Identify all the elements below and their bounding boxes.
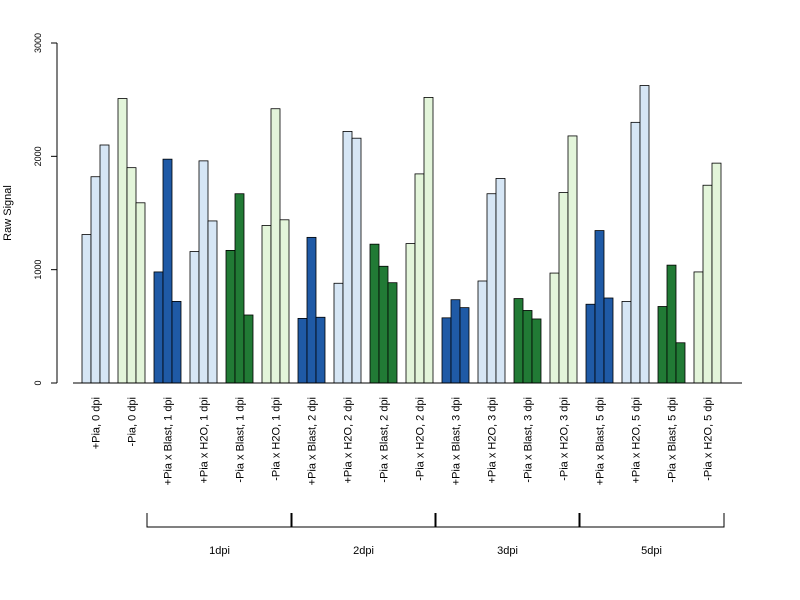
bar-14-rep-3 — [567, 135, 578, 384]
bar-17-rep-2 — [666, 264, 677, 384]
category-label: -Pia x Blast, 5 dpi — [667, 397, 679, 483]
bar-12-rep-2 — [486, 193, 497, 384]
bar-10-rep-2 — [414, 173, 425, 384]
bar-17-rep-1 — [657, 306, 668, 384]
bar-4-rep-3 — [207, 220, 218, 384]
bars-layer — [81, 85, 722, 384]
y-tick-label: 1000 — [33, 260, 43, 280]
category-label: +Pia x H2O, 5 dpi — [631, 397, 643, 484]
bar-18-rep-2 — [702, 184, 713, 384]
y-tick-label: 2000 — [33, 146, 43, 166]
bar-11-rep-1 — [441, 317, 452, 384]
bar-11-rep-3 — [459, 307, 470, 384]
bar-18-rep-3 — [711, 162, 722, 384]
bar-4-rep-1 — [189, 251, 200, 384]
bar-16-rep-2 — [630, 121, 641, 384]
category-label: -Pia x H2O, 5 dpi — [703, 397, 715, 481]
group-bracket — [578, 513, 725, 528]
category-label: +Pia x H2O, 2 dpi — [343, 397, 355, 484]
bar-15-rep-1 — [585, 303, 596, 384]
bar-13-rep-1 — [513, 298, 524, 384]
bar-6-rep-3 — [279, 219, 290, 384]
y-axis-label: Raw Signal — [2, 185, 14, 241]
bar-1-rep-1 — [81, 234, 92, 384]
bar-2-rep-2 — [126, 167, 137, 384]
bar-8-rep-1 — [333, 282, 344, 384]
bar-4-rep-2 — [198, 160, 209, 384]
category-label: -Pia x H2O, 1 dpi — [271, 397, 283, 481]
y-tick-label: 3000 — [33, 33, 43, 53]
bar-12-rep-1 — [477, 280, 488, 384]
bar-14-rep-2 — [558, 192, 569, 384]
category-label: -Pia x Blast, 1 dpi — [235, 397, 247, 483]
category-label: -Pia x H2O, 3 dpi — [559, 397, 571, 481]
bar-14-rep-1 — [549, 272, 560, 384]
bar-2-rep-1 — [117, 98, 128, 384]
category-label: -Pia x H2O, 2 dpi — [415, 397, 427, 481]
bar-16-rep-3 — [639, 85, 650, 384]
bar-3-rep-3 — [171, 300, 182, 384]
group-label: 3dpi — [497, 545, 518, 557]
bar-7-rep-3 — [315, 316, 326, 384]
bar-9-rep-2 — [378, 265, 389, 384]
bar-1-rep-3 — [99, 144, 110, 384]
bar-3-rep-1 — [153, 271, 164, 384]
bar-13-rep-2 — [522, 310, 533, 384]
bar-11-rep-2 — [450, 299, 461, 384]
bar-16-rep-1 — [621, 300, 632, 384]
bar-10-rep-3 — [423, 97, 434, 384]
group-brackets: 1dpi 2dpi 3dpi 5dpi — [146, 513, 725, 557]
group-label: 1dpi — [209, 545, 230, 557]
group-label: 5dpi — [641, 545, 662, 557]
category-labels: +Pia, 0 dpi -Pia, 0 dpi +Pia x Blast, 1 dp… — [91, 397, 715, 485]
bar-6-rep-1 — [261, 225, 272, 384]
y-tick-label: 0 — [33, 380, 43, 385]
bar-18-rep-1 — [693, 271, 704, 384]
category-label: +Pia x H2O, 1 dpi — [199, 397, 211, 484]
group-bracket — [146, 513, 293, 528]
bar-5-rep-2 — [234, 193, 245, 384]
bar-6-rep-2 — [270, 108, 281, 384]
category-label: +Pia x Blast, 3 dpi — [451, 397, 463, 485]
group-label: 2dpi — [353, 545, 374, 557]
category-label: -Pia x Blast, 3 dpi — [523, 397, 535, 483]
bar-17-rep-3 — [675, 342, 686, 384]
category-label: -Pia x Blast, 2 dpi — [379, 397, 391, 483]
bar-3-rep-2 — [162, 158, 173, 384]
bar-7-rep-2 — [306, 236, 317, 384]
group-bracket — [290, 513, 437, 528]
group-bracket — [434, 513, 581, 528]
category-label: +Pia x H2O, 3 dpi — [487, 397, 499, 484]
bar-8-rep-3 — [351, 137, 362, 384]
category-label: +Pia x Blast, 5 dpi — [595, 397, 607, 485]
bar-10-rep-1 — [405, 243, 416, 384]
bar-12-rep-3 — [495, 178, 506, 384]
bar-8-rep-2 — [342, 130, 353, 384]
bar-15-rep-3 — [603, 297, 614, 384]
category-label: -Pia, 0 dpi — [127, 397, 139, 447]
bar-9-rep-1 — [369, 243, 380, 384]
category-label: +Pia x Blast, 1 dpi — [163, 397, 175, 485]
bar-5-rep-1 — [225, 249, 236, 384]
bar-13-rep-3 — [531, 318, 542, 384]
bar-15-rep-2 — [594, 230, 605, 384]
bar-1-rep-2 — [90, 176, 101, 384]
bar-9-rep-3 — [387, 282, 398, 384]
bar-7-rep-1 — [297, 317, 308, 384]
bar-2-rep-3 — [135, 202, 146, 384]
category-label: +Pia, 0 dpi — [91, 397, 103, 449]
category-label: +Pia x Blast, 2 dpi — [307, 397, 319, 485]
y-axis: 0 1000 2000 3000 — [33, 33, 58, 386]
bar-5-rep-3 — [243, 314, 254, 384]
